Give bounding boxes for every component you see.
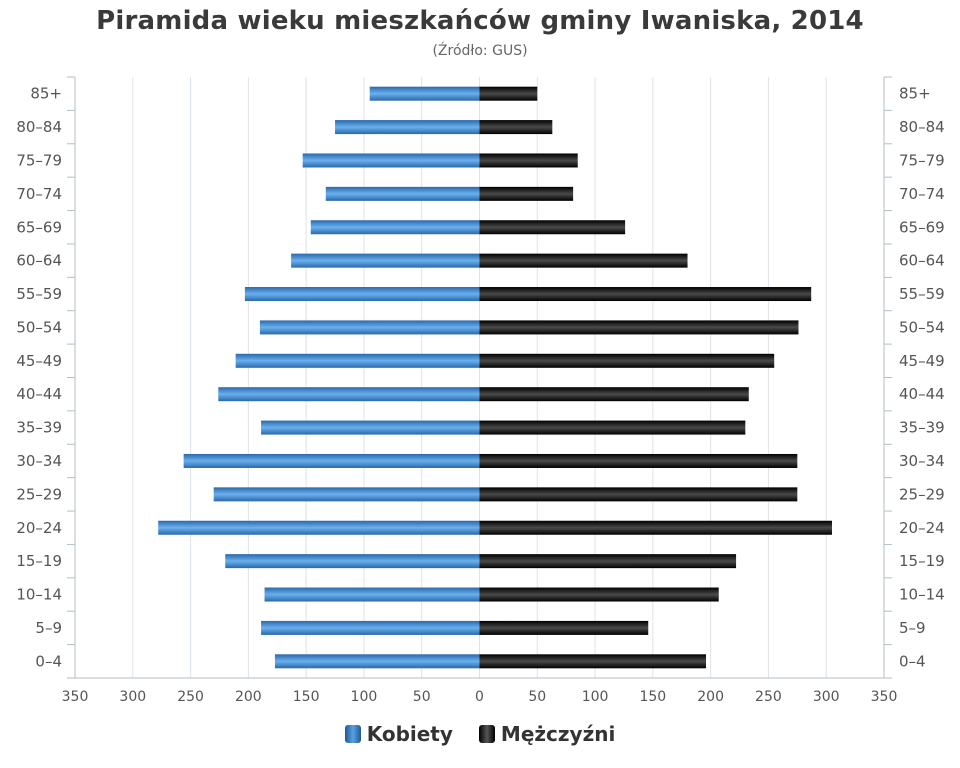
bar-male xyxy=(479,453,798,468)
legend-item-male[interactable]: Mężczyźni xyxy=(478,722,616,746)
x-tick-label: 200 xyxy=(235,689,262,705)
y-label-right: 20–24 xyxy=(899,519,945,537)
bar-male xyxy=(479,86,538,101)
bar-male xyxy=(479,253,688,268)
x-tick-label: 150 xyxy=(293,689,320,705)
x-tick-label: 50 xyxy=(413,689,431,705)
bar-female xyxy=(264,587,480,602)
bar-female xyxy=(213,487,480,502)
legend-swatch-female xyxy=(344,725,361,743)
y-label-left: 15–19 xyxy=(16,552,62,570)
legend-item-female[interactable]: Kobiety xyxy=(344,722,453,746)
y-label-right: 55–59 xyxy=(899,285,945,303)
bar-female xyxy=(158,520,480,535)
x-tick-label: 300 xyxy=(813,689,840,705)
bar-male xyxy=(479,587,719,602)
y-label-left: 85+ xyxy=(30,85,62,103)
bar-female xyxy=(261,620,480,635)
x-tick-label: 350 xyxy=(871,689,898,705)
chart-legend: Kobiety Mężczyźni xyxy=(0,722,960,746)
y-label-left: 75–79 xyxy=(16,151,62,169)
bar-female xyxy=(183,453,480,468)
bar-female xyxy=(218,387,480,402)
bar-female xyxy=(369,86,480,101)
y-label-right: 50–54 xyxy=(899,318,945,336)
y-label-right: 65–69 xyxy=(899,218,945,236)
legend-swatch-male xyxy=(478,725,495,743)
bar-female xyxy=(244,287,480,302)
y-label-right: 40–44 xyxy=(899,385,945,403)
bar-female xyxy=(225,554,480,569)
bar-female xyxy=(302,153,480,168)
x-tick-label: 300 xyxy=(119,689,146,705)
y-label-left: 35–39 xyxy=(16,419,62,437)
y-label-right: 80–84 xyxy=(899,118,945,136)
y-label-right: 5–9 xyxy=(899,619,926,637)
y-label-left: 30–34 xyxy=(16,452,62,470)
y-label-right: 0–4 xyxy=(899,652,926,670)
x-tick-label: 0 xyxy=(475,689,484,705)
y-label-right: 60–64 xyxy=(899,252,945,270)
bar-male xyxy=(479,320,799,335)
bar-female xyxy=(274,654,480,669)
bar-female xyxy=(291,253,480,268)
bar-male xyxy=(479,554,737,569)
y-label-left: 5–9 xyxy=(35,619,62,637)
y-label-left: 40–44 xyxy=(16,385,62,403)
bar-male xyxy=(479,186,574,201)
y-label-left: 70–74 xyxy=(16,185,62,203)
x-tick-label: 100 xyxy=(351,689,378,705)
x-tick-label: 350 xyxy=(62,689,89,705)
bar-female xyxy=(261,420,480,435)
y-label-left: 80–84 xyxy=(16,118,62,136)
y-label-left: 0–4 xyxy=(35,652,62,670)
y-label-right: 85+ xyxy=(899,85,931,103)
x-tick-label: 100 xyxy=(582,689,609,705)
x-tick-label: 200 xyxy=(697,689,724,705)
legend-label-female: Kobiety xyxy=(366,722,453,746)
y-label-left: 10–14 xyxy=(16,586,62,604)
bar-female xyxy=(335,120,480,135)
bar-male xyxy=(479,353,775,368)
bar-male xyxy=(479,287,812,302)
bar-male xyxy=(479,220,626,235)
bar-male xyxy=(479,620,649,635)
chart-title: Piramida wieku mieszkańców gminy Iwanisk… xyxy=(96,6,864,36)
y-label-right: 75–79 xyxy=(899,151,945,169)
bar-male xyxy=(479,420,746,435)
bar-female xyxy=(325,186,480,201)
x-tick-label: 150 xyxy=(639,689,666,705)
bar-male xyxy=(479,487,798,502)
chart-subtitle: (Źródło: GUS) xyxy=(432,43,528,59)
x-tick-label: 50 xyxy=(528,689,546,705)
y-label-right: 30–34 xyxy=(899,452,945,470)
y-label-left: 25–29 xyxy=(16,485,62,503)
y-label-left: 65–69 xyxy=(16,218,62,236)
bar-male xyxy=(479,153,578,168)
y-label-right: 35–39 xyxy=(899,419,945,437)
bar-male xyxy=(479,387,749,402)
x-tick-label: 250 xyxy=(755,689,782,705)
y-label-right: 25–29 xyxy=(899,485,945,503)
bar-female xyxy=(310,220,480,235)
y-label-right: 15–19 xyxy=(899,552,945,570)
y-label-right: 10–14 xyxy=(899,586,945,604)
y-label-right: 45–49 xyxy=(899,352,945,370)
bar-male xyxy=(479,520,832,535)
y-label-left: 20–24 xyxy=(16,519,62,537)
bar-female xyxy=(259,320,480,335)
y-label-left: 55–59 xyxy=(16,285,62,303)
x-tick-label: 250 xyxy=(177,689,204,705)
bar-female xyxy=(235,353,480,368)
y-label-right: 70–74 xyxy=(899,185,945,203)
y-label-left: 45–49 xyxy=(16,352,62,370)
bar-male xyxy=(479,654,707,669)
legend-label-male: Mężczyźni xyxy=(500,722,616,746)
y-label-left: 50–54 xyxy=(16,318,62,336)
bar-male xyxy=(479,120,553,135)
y-label-left: 60–64 xyxy=(16,252,62,270)
